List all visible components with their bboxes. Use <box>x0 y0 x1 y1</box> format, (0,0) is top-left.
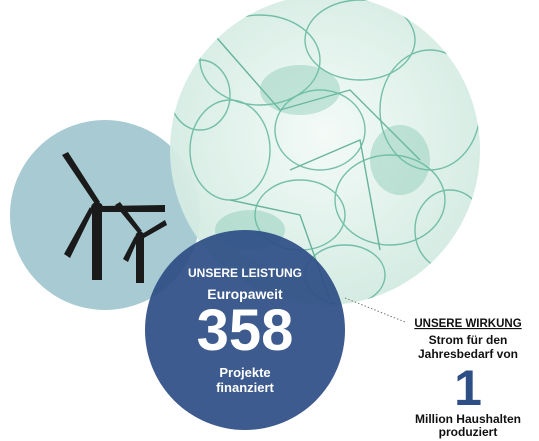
effect-heading: UNSERE WIRKUNG <box>414 318 521 330</box>
performance-caption: finanziert <box>216 380 274 395</box>
effect-value: 1 <box>454 360 482 416</box>
performance-caption: Projekte <box>219 365 270 380</box>
performance-value: 358 <box>197 298 294 363</box>
effect-caption: produziert <box>439 425 498 439</box>
performance-heading: UNSERE LEISTUNG <box>188 266 302 280</box>
effect-intro: Strom für den <box>429 333 508 347</box>
effect-caption: Million Haushalten <box>415 412 521 426</box>
infographic: UNSERE LEISTUNG Europaweit 358 Projekte … <box>0 0 539 441</box>
effect-intro: Jahresbedarf von <box>418 347 518 361</box>
